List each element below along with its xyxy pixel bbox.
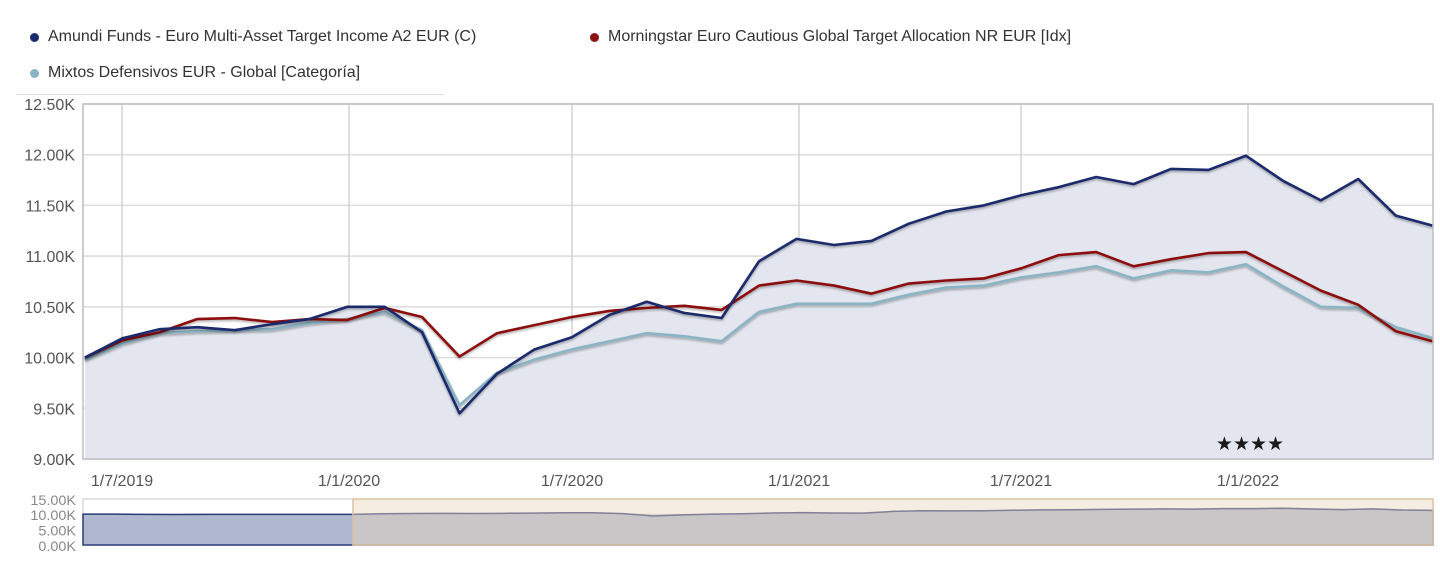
y-tick-label: 12.00K bbox=[24, 148, 75, 165]
y-tick-label: 10.50K bbox=[24, 300, 75, 317]
morningstar-rating-stars: ★★★★ bbox=[1216, 434, 1284, 455]
legend-label: Amundi Funds - Euro Multi-Asset Target I… bbox=[48, 28, 477, 45]
series-lines bbox=[84, 154, 1434, 415]
y-tick-label: 12.50K bbox=[24, 97, 75, 114]
navigator-right-handle[interactable] bbox=[1430, 499, 1435, 545]
x-axis-labels: 1/7/2019 1/1/2020 1/7/2020 1/1/2021 1/7/2021… bbox=[91, 473, 1279, 490]
legend-divider bbox=[16, 94, 444, 95]
plot-frame bbox=[82, 103, 1434, 460]
y-axis-labels: 12.50K 12.00K 11.50K 11.00K 10.50K 10.00K 9.50… bbox=[24, 97, 75, 469]
category-line[interactable] bbox=[84, 262, 1434, 407]
navigator-y-tick-label: 0.00K bbox=[38, 538, 76, 554]
x-tick-label: 1/1/2020 bbox=[318, 473, 380, 490]
amundi-fund-line[interactable] bbox=[84, 154, 1434, 415]
series-marker-icon bbox=[30, 32, 39, 42]
series-marker-icon bbox=[30, 68, 39, 78]
x-tick-label: 1/7/2019 bbox=[91, 473, 153, 490]
y-tick-label: 10.00K bbox=[24, 351, 75, 368]
legend-label: Morningstar Euro Cautious Global Target … bbox=[608, 28, 1072, 45]
x-tick-label: 1/1/2022 bbox=[1217, 473, 1279, 490]
navigator-y-tick-label: 10.00K bbox=[30, 508, 76, 524]
chart-legend: Amundi Funds - Euro Multi-Asset Target I… bbox=[0, 0, 1440, 96]
x-tick-label: 1/1/2021 bbox=[768, 473, 830, 490]
y-tick-label: 9.50K bbox=[33, 401, 75, 418]
series-marker-icon bbox=[590, 32, 599, 42]
x-tick-label: 1/7/2020 bbox=[541, 473, 603, 490]
legend-item-category[interactable]: Mixtos Defensivos EUR - Global [Categorí… bbox=[30, 64, 360, 82]
navigator-y-tick-label: 15.00K bbox=[30, 492, 76, 508]
navigator-y-tick-label: 5.00K bbox=[38, 523, 76, 539]
legend-item-amundi[interactable]: Amundi Funds - Euro Multi-Asset Target I… bbox=[30, 28, 476, 46]
legend-item-morningstar[interactable]: Morningstar Euro Cautious Global Target … bbox=[590, 28, 1071, 46]
y-tick-label: 9.00K bbox=[33, 452, 75, 469]
navigator-selected-range[interactable] bbox=[352, 498, 1434, 546]
y-tick-label: 11.50K bbox=[25, 198, 75, 215]
navigator-series bbox=[82, 507, 1434, 546]
y-tick-label: 11.00K bbox=[25, 249, 75, 266]
navigator-left-handle[interactable] bbox=[350, 499, 355, 545]
legend-label: Mixtos Defensivos EUR - Global [Categorí… bbox=[48, 64, 361, 81]
fund-area-fill bbox=[85, 155, 1433, 459]
x-tick-label: 1/7/2021 bbox=[990, 473, 1052, 490]
